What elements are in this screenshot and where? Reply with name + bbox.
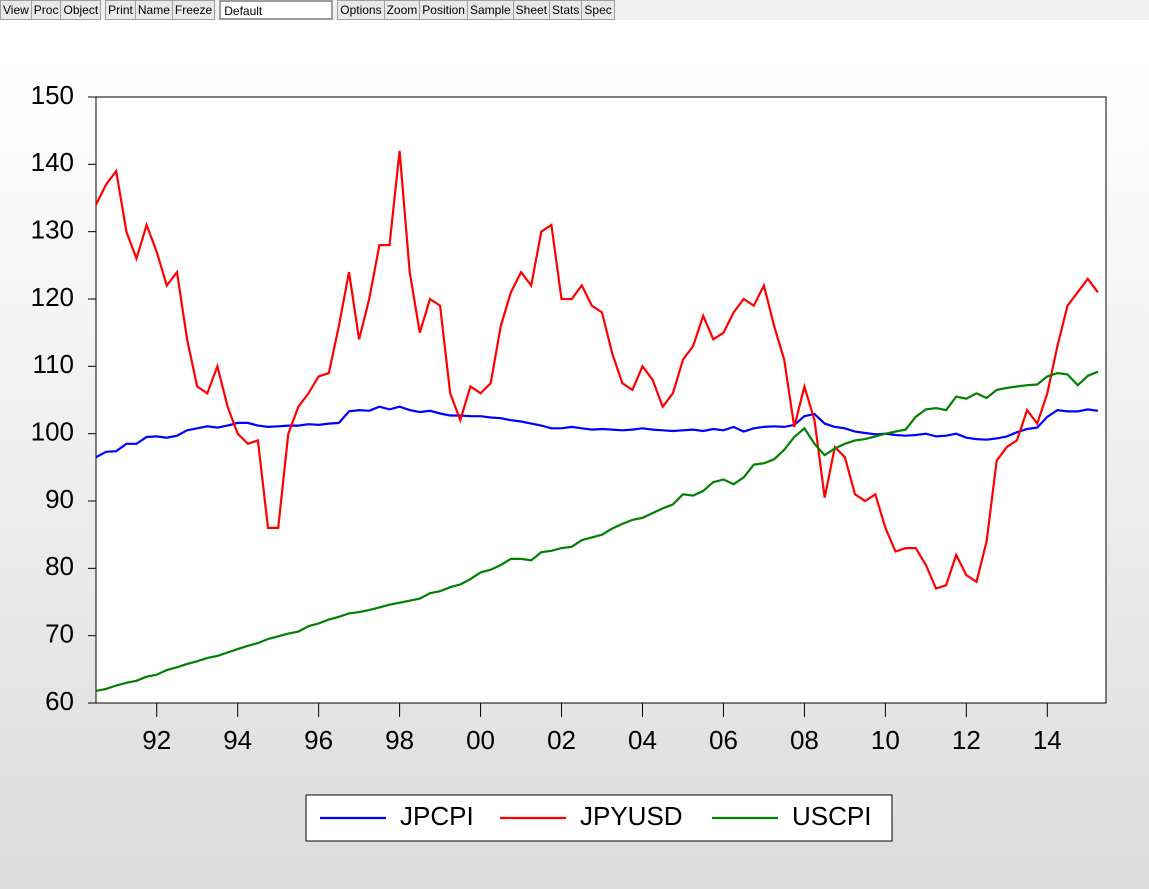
plot-area [95, 96, 1107, 704]
y-tick-label: 150 [31, 80, 74, 110]
x-tick-label: 98 [385, 725, 414, 755]
x-tick-label: 94 [223, 725, 252, 755]
legend-box [305, 794, 893, 842]
toolbar-button[interactable]: Freeze [172, 1, 215, 19]
legend-label: USCPI [792, 801, 871, 831]
x-tick-label: 04 [628, 725, 657, 755]
toolbar-button[interactable]: Print [106, 1, 135, 19]
button-group: View Proc Object [0, 0, 102, 20]
y-tick-label: 140 [31, 147, 74, 177]
chart: 60 70 80 90 100 110 120 130 140 150 92 94 96 98 00 02 04… [31, 80, 1107, 842]
button-group: Print Name Freeze [105, 0, 216, 20]
y-tick-label: 90 [45, 484, 74, 514]
y-tick-label: 100 [31, 417, 74, 447]
toolbar-button[interactable]: View [1, 1, 31, 19]
toolbar-button[interactable]: Stats [550, 1, 582, 19]
x-tick-label: 10 [871, 725, 900, 755]
toolbar: View Proc Object Print Name Freeze Default O… [0, 0, 1149, 20]
legend-label: JPYUSD [580, 801, 683, 831]
toolbar-button[interactable]: Name [135, 1, 172, 19]
y-tick-label: 80 [45, 551, 74, 581]
x-tick-label: 14 [1033, 725, 1062, 755]
toolbar-button[interactable]: Position [420, 1, 467, 19]
toolbar-button[interactable]: Object [61, 1, 101, 19]
toolbar-button[interactable]: Sample [467, 1, 513, 19]
y-tick-label: 130 [31, 215, 74, 245]
x-tick-label: 06 [709, 725, 738, 755]
toolbar-button[interactable]: Options [338, 1, 384, 19]
series-line [95, 405, 1099, 459]
view-dropdown[interactable]: Default [220, 1, 333, 19]
y-tick-label: 120 [31, 282, 74, 312]
toolbar-button[interactable]: Proc [31, 1, 61, 19]
button-group: Options Zoom Position Sample Sheet Stats Spec [337, 0, 615, 20]
toolbar-button[interactable]: Spec [582, 1, 614, 19]
x-tick-label: 96 [304, 725, 333, 755]
y-tick-label: 70 [45, 619, 74, 649]
x-tick-label: 12 [952, 725, 981, 755]
series-line [95, 150, 1099, 590]
x-tick-label: 00 [466, 725, 495, 755]
legend-label: JPCPI [400, 801, 474, 831]
y-tick-label: 60 [45, 686, 74, 716]
x-tick-label: 08 [790, 725, 819, 755]
y-tick-label: 110 [33, 349, 74, 379]
x-tick-label: 02 [547, 725, 576, 755]
series-line [95, 370, 1099, 692]
toolbar-button[interactable]: Zoom [384, 1, 420, 19]
x-tick-label: 92 [142, 725, 171, 755]
dropdown-group: Default [219, 0, 334, 20]
toolbar-button[interactable]: Sheet [513, 1, 550, 19]
